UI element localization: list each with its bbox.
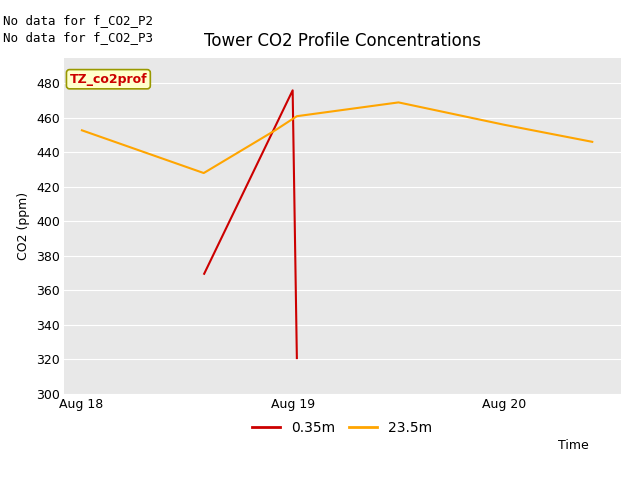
23.5m [77, 127, 84, 133]
Text: TZ_co2prof: TZ_co2prof [70, 73, 147, 86]
23.5m [272, 127, 280, 133]
Y-axis label: CO2 (ppm): CO2 (ppm) [17, 192, 31, 260]
Title: Tower CO2 Profile Concentrations: Tower CO2 Profile Concentrations [204, 33, 481, 50]
23.5m [200, 170, 207, 176]
0.35m [200, 272, 207, 277]
23.5m [395, 99, 403, 105]
Text: No data for f_CO2_P3: No data for f_CO2_P3 [3, 31, 153, 44]
23.5m [589, 139, 597, 145]
23.5m [500, 122, 508, 128]
0.35m [289, 87, 296, 93]
Line: 0.35m: 0.35m [204, 90, 297, 359]
Text: No data for f_CO2_P2: No data for f_CO2_P2 [3, 14, 153, 27]
23.5m [293, 113, 301, 119]
0.35m [293, 356, 301, 362]
Legend: 0.35m, 23.5m: 0.35m, 23.5m [247, 415, 438, 441]
Text: Time: Time [558, 439, 589, 452]
Line: 23.5m: 23.5m [81, 102, 593, 173]
